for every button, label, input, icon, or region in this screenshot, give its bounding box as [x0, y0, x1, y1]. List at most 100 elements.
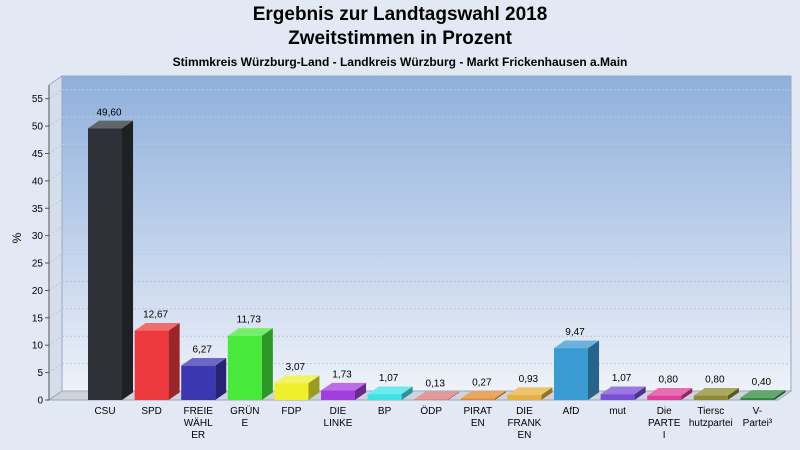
x-tick-label-line: V- — [753, 406, 762, 417]
y-tick-label: 30 — [32, 231, 44, 242]
x-tick-label-line: Die — [657, 406, 672, 417]
x-tick-label: DIE FRANK EN — [507, 406, 541, 441]
x-tick-label-line: EN — [517, 430, 531, 441]
bar-value-label: 3,07 — [286, 362, 306, 373]
bar-side — [634, 386, 646, 400]
bar — [414, 399, 449, 400]
bar — [647, 395, 682, 400]
bar-side — [168, 322, 180, 400]
x-tick-label: AfD — [563, 406, 580, 417]
bar-top — [321, 382, 367, 391]
x-tick-label-line: GRÜN — [230, 405, 259, 417]
x-tick-label: SPD — [141, 406, 162, 417]
bar — [321, 390, 355, 400]
x-tick-label-line: E — [241, 418, 248, 429]
x-tick-label-line: WÄHL — [184, 417, 213, 429]
bar-top — [554, 340, 600, 349]
bar-value-label: 1,07 — [379, 373, 399, 384]
x-tick-label-line: I — [663, 430, 666, 441]
bar-side — [541, 387, 553, 400]
x-tick-label-line: BP — [378, 406, 392, 417]
x-tick-label: FREIE WÄHL ER — [183, 406, 213, 441]
x-tick-label-line: CSU — [94, 406, 115, 417]
grid-line-side — [48, 335, 63, 346]
bar-side — [774, 390, 786, 400]
grid-line-side — [48, 226, 63, 237]
bar-top — [274, 375, 320, 384]
grid-line-side — [48, 116, 63, 127]
x-tick-label-line: LINKE — [324, 418, 353, 429]
bar — [367, 394, 402, 400]
bar-top — [740, 390, 786, 398]
y-tick-label: 35 — [32, 204, 44, 215]
x-tick-label: Die PARTE I — [648, 406, 681, 441]
bar-side — [215, 358, 227, 400]
bar-value-label: 0,13 — [425, 378, 445, 389]
bar-value-label: 1,07 — [612, 373, 632, 384]
x-tick-label-line: PIRAT — [463, 406, 492, 417]
x-tick-label-line: FRANK — [507, 418, 541, 429]
y-tick-label: 50 — [32, 122, 44, 133]
bar-side — [308, 375, 320, 400]
bar-value-label: 0,80 — [705, 375, 725, 386]
x-tick-label-line: DIE — [516, 406, 533, 417]
x-tick-label-line: Partei³ — [743, 418, 773, 429]
x-tick-label-line: PARTE — [648, 418, 681, 429]
bar-value-label: 9,47 — [565, 327, 585, 338]
bar — [600, 394, 635, 400]
bar — [227, 335, 262, 400]
bar-top — [693, 387, 739, 396]
x-tick-label-line: mut — [609, 406, 626, 417]
grid-line-side — [48, 89, 63, 100]
y-axis-label: % — [10, 232, 24, 243]
bar-side — [448, 391, 460, 400]
x-tick-label-line: SPD — [141, 406, 162, 417]
bar — [460, 398, 495, 400]
chart-title: Ergebnis zur Landtagswahl 2018 — [252, 4, 548, 25]
bar-side — [261, 328, 273, 400]
bar-value-label: 49,60 — [96, 107, 121, 118]
x-tick-label: ÖDP — [420, 405, 442, 417]
bar-side — [122, 120, 134, 400]
bar — [740, 397, 775, 400]
x-tick-label-line: DIE — [330, 406, 347, 417]
bar-top — [460, 390, 506, 399]
y-tick-label: 5 — [37, 368, 43, 379]
grid-line-side — [48, 308, 63, 319]
chart-location: Stimmkreis Würzburg-Land - Landkreis Wür… — [172, 55, 628, 69]
bar — [507, 394, 542, 400]
x-tick-label: mut — [609, 406, 626, 417]
bar-top — [367, 386, 413, 395]
y-tick-label: 0 — [37, 396, 43, 407]
x-tick-label: BP — [378, 406, 392, 417]
chart-subtitle: Zweitstimmen in Prozent — [288, 28, 512, 49]
bar — [134, 330, 169, 400]
bar-top — [181, 358, 227, 366]
bar — [274, 383, 309, 400]
bar-value-label: 6,27 — [192, 345, 212, 356]
bar-top — [507, 387, 553, 395]
y-tick-label: 15 — [32, 313, 44, 324]
grid-line-side — [48, 144, 63, 154]
bar-side — [401, 386, 413, 400]
y-tick-label: 20 — [32, 286, 44, 297]
bar-top — [600, 386, 646, 395]
bar-top — [88, 120, 134, 129]
bar-top — [227, 328, 273, 336]
x-tick-label: Tiersc hutzpartei — [689, 406, 733, 429]
x-tick-label-line: EN — [471, 418, 485, 429]
bar-top — [647, 387, 693, 396]
bar-value-label: 11,73 — [237, 315, 262, 326]
x-tick-label-line: hutzpartei — [689, 418, 733, 429]
bar-value-label: 12,67 — [143, 310, 168, 321]
x-tick-label-line: ER — [191, 430, 205, 441]
y-tick-label: 40 — [32, 176, 44, 187]
bar — [693, 395, 728, 400]
grid-line-side — [48, 253, 63, 264]
y-tick-label: 55 — [32, 94, 44, 105]
bar-value-label: 1,73 — [332, 370, 352, 381]
bar-value-label: 0,93 — [519, 374, 539, 385]
y-tick-label: 10 — [32, 341, 44, 352]
